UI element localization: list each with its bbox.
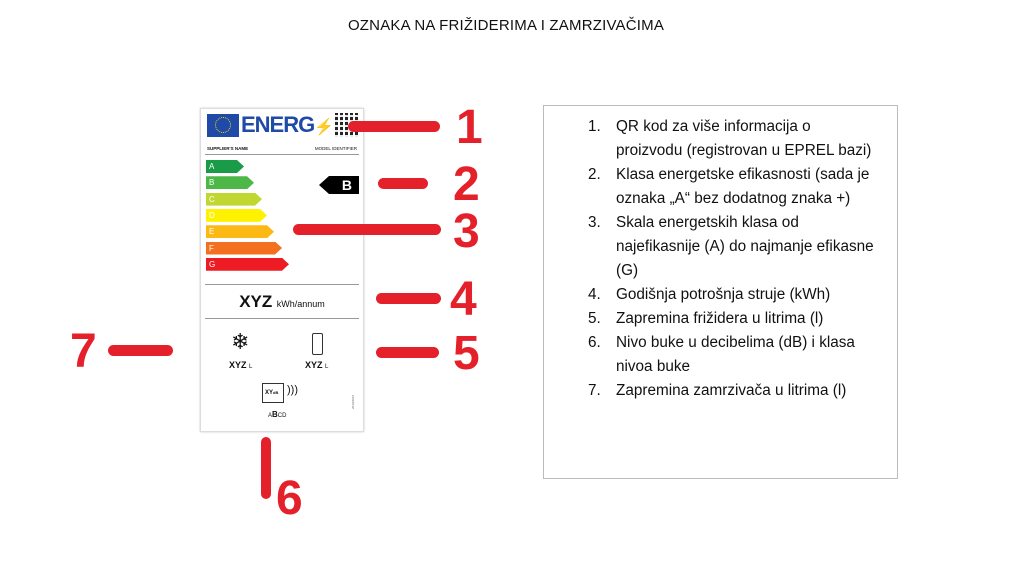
legend-item-number: 3. — [588, 214, 601, 231]
marker-number-4: 4 — [450, 273, 477, 326]
marker-bar-1 — [348, 121, 440, 132]
energy-class-bar-f: F — [206, 242, 282, 255]
legend-item-number: 7. — [588, 382, 601, 399]
energy-label: ENERG⚡ SUPPLIER'S NAME MODEL IDENTIFIER … — [200, 108, 364, 432]
marker-bar-4 — [376, 293, 441, 304]
legend-item-text: Nivo buke u decibelima (dB) i klasa nivo… — [616, 334, 855, 375]
marker-bar-3 — [293, 224, 441, 235]
regulation-code: 2019/2016 — [351, 394, 355, 409]
freezer-volume: XYZ L — [229, 360, 253, 370]
legend-item: 2. Klasa energetske efikasnosti (sada je … — [588, 163, 880, 211]
marker-number-1: 1 — [456, 101, 483, 154]
legend-item-number: 2. — [588, 166, 601, 183]
legend-item: 3. Skala energetskih klasa od najefikasni… — [588, 211, 880, 283]
divider — [205, 318, 359, 319]
marker-bar-7 — [108, 345, 173, 356]
legend-item: 7. Zapremina zamrzivača u litrima (l) — [588, 379, 880, 403]
speaker-icon: XYdB — [262, 383, 284, 403]
fridge-bottle-icon — [312, 333, 323, 355]
energy-class-bar-b: B — [206, 176, 254, 189]
snowflake-icon: ❄ — [231, 329, 250, 354]
legend-item: 6. Nivo buke u decibelima (dB) i klasa ni… — [588, 331, 880, 379]
fridge-volume: XYZ L — [305, 360, 329, 370]
divider — [205, 154, 359, 155]
marker-number-7: 7 — [70, 325, 97, 378]
energy-class-bar-d: D — [206, 209, 267, 222]
model-identifier: MODEL IDENTIFIER — [314, 146, 357, 151]
eu-flag-icon — [207, 114, 239, 137]
legend-item-text: Zapremina frižidera u litrima (l) — [616, 310, 824, 327]
legend-item: 5. Zapremina frižidera u litrima (l) — [588, 307, 880, 331]
energy-class-bar-a: A — [206, 160, 244, 173]
noise-class-scale: ABCD — [268, 410, 287, 419]
legend-item-text: Zapremina zamrzivača u litrima (l) — [616, 382, 847, 399]
legend-item-number: 5. — [588, 310, 601, 327]
current-class-arrow: B — [319, 176, 359, 194]
legend-box: 1. QR kod za više informacija o proizvodu… — [543, 105, 898, 479]
legend-item-text: Godišnja potrošnja struje (kWh) — [616, 286, 831, 303]
marker-number-3: 3 — [453, 205, 480, 258]
legend-item: 1. QR kod za više informacija o proizvodu… — [588, 115, 880, 163]
marker-number-2: 2 — [453, 158, 480, 211]
marker-bar-6 — [261, 437, 271, 499]
marker-bar-5 — [376, 347, 439, 358]
divider — [205, 284, 359, 285]
legend-item: 4. Godišnja potrošnja struje (kWh) — [588, 283, 880, 307]
legend-item-number: 6. — [588, 334, 601, 351]
annual-consumption: XYZ kWh/annum — [239, 292, 325, 311]
legend-item-text: Klasa energetske efikasnosti (sada je oz… — [616, 166, 870, 207]
energy-class-bar-c: C — [206, 193, 262, 206]
legend-item-text: QR kod za više informacija o proizvodu (… — [616, 118, 872, 159]
legend-item-number: 4. — [588, 286, 601, 303]
marker-number-6: 6 — [276, 472, 303, 525]
legend-item-number: 1. — [588, 118, 601, 135]
marker-bar-2 — [378, 178, 428, 189]
supplier-name: SUPPLIER'S NAME — [207, 146, 249, 151]
marker-number-5: 5 — [453, 327, 480, 380]
energy-class-bar-g: G — [206, 258, 289, 271]
energy-class-bar-e: E — [206, 225, 274, 238]
sound-waves-icon: ))) — [287, 384, 298, 396]
legend-item-text: Skala energetskih klasa od najefikasnije… — [616, 214, 874, 279]
page-title: OZNAKA NA FRIŽIDERIMA I ZAMRZIVAČIMA — [347, 17, 665, 34]
energy-logo: ENERG⚡ — [241, 112, 334, 137]
